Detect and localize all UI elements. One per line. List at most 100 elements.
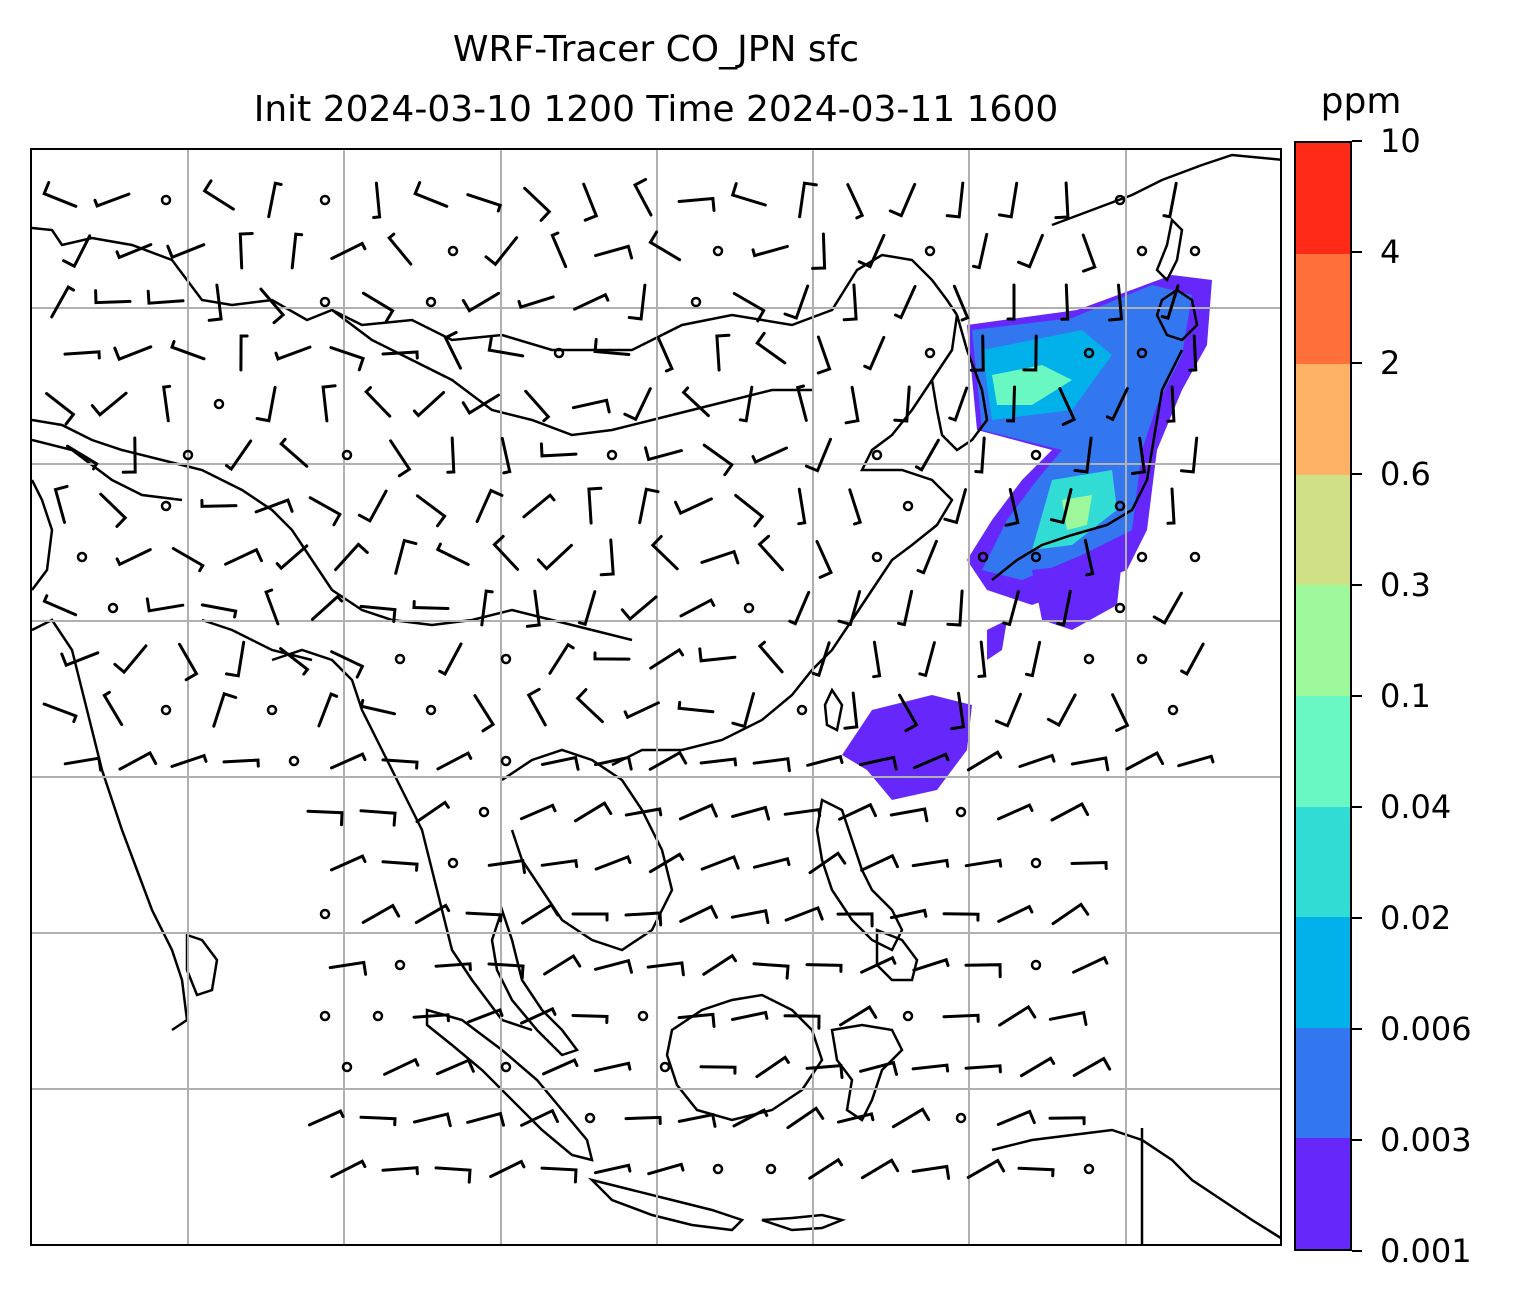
wind-barb [732, 1108, 769, 1128]
plume-band-8 [1032, 560, 1122, 630]
wind-barb [330, 1159, 367, 1179]
wind-barb [550, 231, 568, 269]
wind-barb [647, 1162, 685, 1176]
wind-barb [863, 335, 886, 371]
wind-barb [623, 701, 660, 720]
wind-barb [650, 535, 679, 571]
calm-wind-marker [372, 1010, 384, 1022]
plume-band-9 [987, 620, 1007, 660]
wind-barb [171, 547, 205, 573]
wind-barb [279, 437, 309, 468]
wind-barb [42, 594, 78, 617]
wind-barb [99, 492, 128, 528]
wind-barb [359, 809, 397, 827]
plume-band-7 [842, 695, 972, 800]
calm-wind-marker [1114, 194, 1126, 206]
wind-barb [1056, 589, 1072, 627]
wind-barb [649, 647, 685, 670]
wind-barb [916, 539, 938, 575]
wind-barb [224, 640, 246, 678]
wind-barb [912, 957, 950, 972]
wind-barb [1188, 334, 1198, 372]
wind-barb [972, 232, 989, 270]
wind-barb [679, 904, 718, 923]
wind-barb [997, 181, 1019, 219]
wind-barb [700, 549, 740, 565]
wind-barb [1083, 538, 1095, 577]
coast-philippines [815, 798, 904, 952]
wind-barb [359, 698, 397, 716]
colorbar-band [1296, 696, 1350, 807]
wind-barb [998, 1004, 1037, 1027]
wind-barb [540, 755, 580, 771]
coast-sumatra [425, 1008, 594, 1162]
calm-wind-marker [1030, 857, 1042, 869]
wind-barb [860, 955, 897, 974]
wind-barb [788, 590, 811, 626]
wind-barb [620, 595, 658, 622]
calm-wind-marker [500, 755, 512, 767]
wind-barb [1072, 1056, 1112, 1077]
wind-barb [1048, 1116, 1086, 1126]
wind-barb [1081, 233, 1097, 273]
wind-barb [575, 688, 604, 724]
wind-barb [811, 641, 831, 678]
wind-barb [751, 446, 788, 464]
wind-barb [997, 803, 1034, 821]
colorbar-tick-mark [1352, 1028, 1362, 1030]
wind-barb [473, 694, 496, 733]
wind-barb [837, 1112, 875, 1124]
wind-barb [702, 443, 734, 477]
wind-barb [700, 854, 740, 871]
wind-barb [859, 1060, 898, 1076]
wind-barb [715, 333, 731, 372]
wind-barb [699, 1065, 737, 1075]
calm-wind-marker [902, 1010, 914, 1022]
wind-barb [412, 391, 446, 418]
wind-barb [966, 750, 1003, 772]
calm-wind-marker [1030, 959, 1042, 971]
colorbar-band [1296, 474, 1350, 586]
wind-barb [593, 755, 633, 771]
wind-barb [1004, 487, 1020, 527]
wind-barb [844, 385, 860, 425]
wind-barb [1180, 642, 1205, 676]
wind-barb [521, 902, 560, 925]
calm-wind-marker [1136, 347, 1148, 359]
wind-barb [357, 489, 388, 523]
wind-barb [948, 386, 969, 422]
wind-barb [170, 340, 206, 361]
wind-barb [178, 642, 199, 682]
wind-barb [381, 350, 419, 360]
wind-barb [492, 534, 520, 571]
wind-barb [950, 691, 966, 731]
wind-barb [94, 289, 132, 305]
wind-barb [891, 1107, 931, 1129]
wind-barb [1130, 436, 1146, 475]
wind-barb [594, 244, 634, 260]
wind-barb [624, 807, 663, 817]
coast-philippines-south [875, 928, 919, 982]
wind-barb [42, 702, 78, 724]
wind-barb [487, 962, 525, 980]
wind-barb [648, 852, 685, 874]
wind-barb [255, 385, 277, 423]
wind-barb [946, 589, 964, 627]
wind-barb [1073, 436, 1093, 474]
wind-barb [997, 904, 1034, 923]
wind-barb [797, 487, 807, 526]
wind-barb [889, 908, 928, 920]
wind-barb [1018, 753, 1056, 768]
coast-new-guinea [991, 1128, 1280, 1239]
wind-barb [593, 338, 631, 356]
wind-barb [543, 953, 582, 976]
wind-barb [62, 234, 92, 269]
wind-barb [1166, 487, 1176, 525]
coast-indochina [501, 748, 674, 952]
wind-barb [638, 487, 660, 525]
wind-barb [1006, 283, 1016, 321]
colorbar-tick-mark [1352, 917, 1362, 919]
wind-barb [837, 590, 862, 627]
calm-wind-marker [266, 704, 278, 716]
colorbar-tick-label: 0.04 [1380, 788, 1452, 826]
